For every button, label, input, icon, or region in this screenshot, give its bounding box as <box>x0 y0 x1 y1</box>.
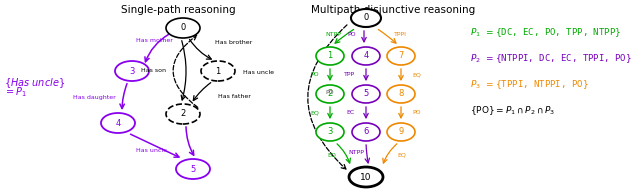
Text: 3: 3 <box>327 128 333 137</box>
Text: 0: 0 <box>180 23 186 32</box>
Text: Has uncle: Has uncle <box>136 147 166 152</box>
Ellipse shape <box>352 123 380 141</box>
Text: $= P_1$: $= P_1$ <box>4 85 28 99</box>
Text: PO: PO <box>310 73 319 78</box>
Text: $\{$Has uncle$\}$: $\{$Has uncle$\}$ <box>4 76 65 90</box>
Ellipse shape <box>387 85 415 103</box>
Text: EC: EC <box>347 111 355 116</box>
Ellipse shape <box>316 85 344 103</box>
Text: Has mother: Has mother <box>136 37 172 43</box>
Text: TPP: TPP <box>344 73 355 78</box>
Text: Has uncle: Has uncle <box>243 70 274 75</box>
Text: 6: 6 <box>364 128 369 137</box>
Text: $P_2$: $P_2$ <box>470 53 481 65</box>
Text: $= \{$DC, EC, PO, TPP, NTPP$\}$: $= \{$DC, EC, PO, TPP, NTPP$\}$ <box>484 27 621 39</box>
Text: 5: 5 <box>364 90 369 99</box>
Text: $P_3$: $P_3$ <box>470 79 481 91</box>
Ellipse shape <box>166 104 200 124</box>
Text: $P_1$: $P_1$ <box>470 27 481 39</box>
Ellipse shape <box>201 61 235 81</box>
Text: PO: PO <box>412 111 420 116</box>
Ellipse shape <box>352 47 380 65</box>
Text: EQ: EQ <box>397 152 406 158</box>
Text: EQ: EQ <box>412 73 421 78</box>
Ellipse shape <box>387 123 415 141</box>
Text: 5: 5 <box>190 164 196 173</box>
Text: TPPI: TPPI <box>394 32 407 36</box>
Text: 1: 1 <box>328 52 333 61</box>
Text: 1: 1 <box>216 66 221 75</box>
Text: 0: 0 <box>364 14 369 23</box>
Text: NTPP: NTPP <box>325 32 341 36</box>
Text: 2: 2 <box>180 109 186 118</box>
Text: EQ: EQ <box>310 111 319 116</box>
Text: Has daughter: Has daughter <box>73 96 116 100</box>
Text: Has brother: Has brother <box>215 40 252 45</box>
Ellipse shape <box>101 113 135 133</box>
Text: PO: PO <box>325 91 334 96</box>
Text: 4: 4 <box>364 52 369 61</box>
Text: 9: 9 <box>398 128 404 137</box>
Text: EQ: EQ <box>327 152 336 158</box>
Text: Has father: Has father <box>218 94 251 99</box>
Ellipse shape <box>316 47 344 65</box>
Text: 3: 3 <box>129 66 134 75</box>
Text: Single-path reasoning: Single-path reasoning <box>121 5 236 15</box>
Ellipse shape <box>115 61 149 81</box>
Text: 8: 8 <box>398 90 404 99</box>
Ellipse shape <box>349 167 383 187</box>
Text: Has son: Has son <box>141 69 166 74</box>
Text: 7: 7 <box>398 52 404 61</box>
Text: $= \{$NTPPI, DC, EC, TPPI, PO$\}$: $= \{$NTPPI, DC, EC, TPPI, PO$\}$ <box>484 53 632 65</box>
Ellipse shape <box>316 123 344 141</box>
Ellipse shape <box>352 85 380 103</box>
Text: $= \{$TPPI, NTPPI, PO$\}$: $= \{$TPPI, NTPPI, PO$\}$ <box>484 79 589 91</box>
Text: 2: 2 <box>328 90 333 99</box>
Ellipse shape <box>166 18 200 38</box>
Text: Multipath disjunctive reasoning: Multipath disjunctive reasoning <box>311 5 475 15</box>
Ellipse shape <box>387 47 415 65</box>
Ellipse shape <box>351 9 381 27</box>
Text: NTPP: NTPP <box>348 150 364 155</box>
Text: 10: 10 <box>360 172 372 181</box>
Ellipse shape <box>176 159 210 179</box>
Text: PO: PO <box>348 32 356 36</box>
Text: 4: 4 <box>115 118 120 128</box>
Text: $\{$PO$\} = P_1 \cap P_2 \cap P_3$: $\{$PO$\} = P_1 \cap P_2 \cap P_3$ <box>470 105 556 117</box>
